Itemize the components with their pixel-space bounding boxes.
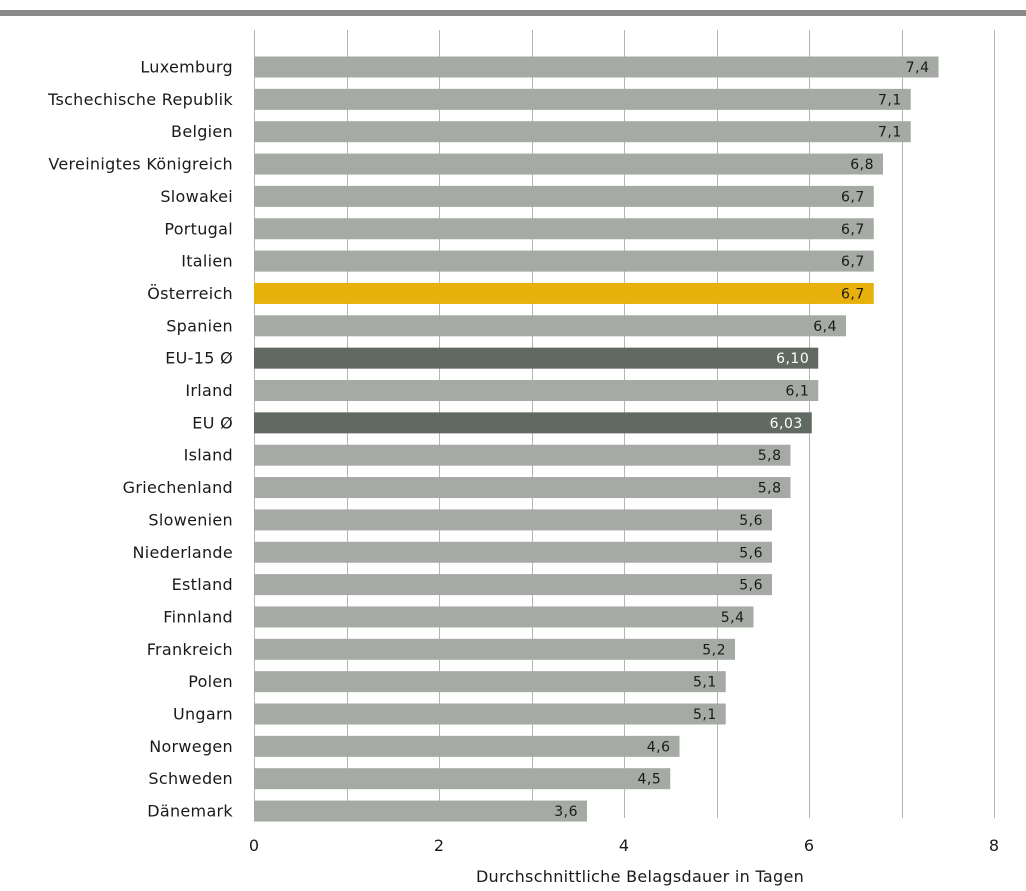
category-label: Irland [185,381,233,400]
x-tick-label: 4 [619,836,629,855]
category-label: EU Ø [192,413,233,432]
value-label: 6,10 [776,351,809,367]
value-label: 4,6 [647,739,671,755]
bar [254,541,772,563]
category-label: Dänemark [147,802,233,821]
value-label: 5,1 [693,675,717,691]
category-label: Estland [172,575,233,594]
category-label: Slowakei [160,187,233,206]
value-label: 7,1 [878,92,902,108]
category-label: Griechenland [123,478,233,497]
category-label: Belgien [171,122,233,141]
category-label: Schweden [148,769,233,788]
category-label: Finnland [163,607,233,626]
value-label: 5,6 [739,578,763,594]
category-label: Tschechische Republik [47,90,233,109]
value-label: 4,5 [637,772,661,788]
category-label: Slowenien [148,510,233,529]
value-label: 5,1 [693,707,717,723]
bar [254,444,791,466]
bar [254,218,874,240]
value-label: 5,8 [758,448,782,464]
value-labels: 7,47,17,16,86,76,76,76,76,46,106,16,035,… [554,60,929,820]
x-tick-label: 2 [434,836,444,855]
value-label: 6,8 [850,157,874,173]
category-label: Portugal [164,219,233,238]
bar [254,768,671,790]
category-label: Polen [188,672,233,691]
bar [254,735,680,757]
bar [254,250,874,272]
value-label: 6,7 [841,254,865,270]
category-label: Frankreich [147,640,233,659]
value-label: 5,6 [739,545,763,561]
value-label: 3,6 [554,804,578,820]
value-label: 6,4 [813,319,837,335]
value-label: 6,7 [841,286,865,302]
category-label: Österreich [147,284,233,303]
bar [254,509,772,531]
category-label: Niederlande [132,543,233,562]
category-label: Italien [181,252,233,271]
bar [254,703,726,725]
value-label: 7,4 [906,60,930,76]
x-axis-title: Durchschnittliche Belagsdauer in Tagen [476,867,804,886]
category-label: Norwegen [149,737,233,756]
category-label: Luxemburg [140,58,233,77]
x-tick-label: 8 [989,836,999,855]
value-label: 5,2 [702,642,726,658]
value-label: 7,1 [878,125,902,141]
bar [254,671,726,693]
category-label: Vereinigtes Königreich [48,155,233,174]
bar [254,282,874,304]
bar [254,606,754,628]
bar [254,412,812,434]
value-label: 6,03 [770,416,803,432]
x-tick-label: 0 [249,836,259,855]
x-tick-label: 6 [804,836,814,855]
bar [254,315,846,337]
bar [254,574,772,596]
bar [254,380,819,401]
bar [254,185,874,207]
category-label: EU-15 Ø [165,349,233,368]
category-label: Spanien [166,316,233,335]
bar [254,153,883,175]
bar [254,477,791,499]
bar [254,56,939,78]
top-rule [0,10,1026,16]
value-label: 6,7 [841,189,865,205]
bar [254,88,911,110]
category-labels: Luxemburg Tschechische Republik Belgien Ver… [47,58,233,821]
bar-layer [254,56,939,822]
category-label: Ungarn [173,705,233,724]
value-label: 5,8 [758,481,782,497]
value-label: 6,7 [841,222,865,238]
value-label: 5,6 [739,513,763,529]
x-tick-labels: 0 2 4 6 8 [249,836,999,855]
value-label: 6,1 [785,384,809,400]
bar [254,347,819,369]
bar [254,638,735,660]
value-label: 5,4 [721,610,745,626]
bar [254,121,911,143]
bar [254,800,587,822]
category-label: Island [184,446,233,465]
